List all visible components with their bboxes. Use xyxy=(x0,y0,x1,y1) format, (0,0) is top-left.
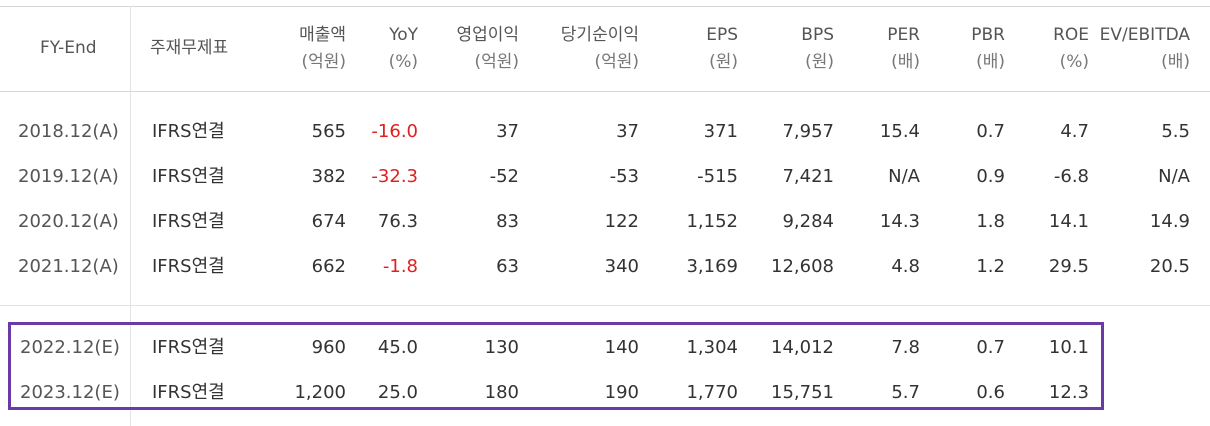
cell-fy-end: 2022.12(E) xyxy=(20,337,120,358)
cell-net-income: -53 xyxy=(609,166,639,187)
cell-pbr: 0.9 xyxy=(976,166,1005,187)
cell-ev-ebitda: 20.5 xyxy=(1149,256,1190,277)
cell-basis: IFRS연결 xyxy=(152,211,225,232)
header-operating-profit: 영업이익 (억원) xyxy=(456,25,519,72)
header-eps: EPS (원) xyxy=(706,25,738,72)
cell-bps: 14,012 xyxy=(771,337,834,358)
cell-pbr: 0.6 xyxy=(976,382,1005,403)
cell-operating-profit: 180 xyxy=(484,382,519,403)
table-row: 2023.12(E) IFRS연결 1,200 25.0 180 190 1,7… xyxy=(0,378,1210,408)
header-sales: 매출액 (억원) xyxy=(299,25,346,72)
cell-eps: 371 xyxy=(703,121,738,142)
cell-sales: 382 xyxy=(311,166,346,187)
cell-operating-profit: 130 xyxy=(484,337,519,358)
cell-yoy: 45.0 xyxy=(377,337,418,358)
header-net-income: 당기순이익 (억원) xyxy=(560,25,639,72)
cell-sales: 662 xyxy=(311,256,346,277)
cell-sales: 1,200 xyxy=(294,382,346,403)
cell-net-income: 190 xyxy=(604,382,639,403)
table-row: 2018.12(A) IFRS연결 565 -16.0 37 37 371 7,… xyxy=(0,117,1210,147)
first-column-separator xyxy=(130,6,131,426)
cell-yoy: 76.3 xyxy=(377,211,418,232)
header-bps: BPS (원) xyxy=(801,25,834,72)
cell-net-income: 340 xyxy=(604,256,639,277)
cell-fy-end: 2020.12(A) xyxy=(18,211,119,232)
cell-roe: 12.3 xyxy=(1048,382,1089,403)
header-roe: ROE (%) xyxy=(1053,25,1089,72)
estimate-highlight-box xyxy=(8,322,1104,410)
cell-eps: 1,770 xyxy=(686,382,738,403)
cell-net-income: 37 xyxy=(616,121,639,142)
cell-per: 15.4 xyxy=(879,121,920,142)
cell-pbr: 0.7 xyxy=(976,337,1005,358)
cell-yoy: 25.0 xyxy=(377,382,418,403)
cell-eps: 1,304 xyxy=(686,337,738,358)
cell-operating-profit: 83 xyxy=(496,211,519,232)
header-ev-ebitda: EV/EBITDA (배) xyxy=(1099,25,1190,72)
cell-ev-ebitda: N/A xyxy=(1158,166,1190,187)
table-row: 2021.12(A) IFRS연결 662 -1.8 63 340 3,169 … xyxy=(0,252,1210,282)
header-fy-end: FY-End xyxy=(40,38,97,58)
header-main-statement: 주재무제표 xyxy=(150,38,229,58)
cell-yoy: -32.3 xyxy=(371,166,418,187)
header-yoy: YoY (%) xyxy=(388,25,418,72)
cell-basis: IFRS연결 xyxy=(152,337,225,358)
cell-ev-ebitda: 14.9 xyxy=(1149,211,1190,232)
cell-operating-profit: -52 xyxy=(489,166,519,187)
cell-operating-profit: 63 xyxy=(496,256,519,277)
header-pbr: PBR (배) xyxy=(971,25,1005,72)
cell-roe: 10.1 xyxy=(1048,337,1089,358)
cell-eps: 3,169 xyxy=(686,256,738,277)
cell-fy-end: 2021.12(A) xyxy=(18,256,119,277)
cell-basis: IFRS연결 xyxy=(152,166,225,187)
cell-bps: 15,751 xyxy=(771,382,834,403)
header-bottom-border xyxy=(0,91,1210,92)
cell-per: 4.8 xyxy=(891,256,920,277)
cell-roe: 4.7 xyxy=(1060,121,1089,142)
cell-fy-end: 2023.12(E) xyxy=(20,382,120,403)
cell-pbr: 1.2 xyxy=(976,256,1005,277)
cell-per: 7.8 xyxy=(891,337,920,358)
table-row: 2022.12(E) IFRS연결 960 45.0 130 140 1,304… xyxy=(0,333,1210,363)
cell-eps: -515 xyxy=(697,166,738,187)
cell-roe: 29.5 xyxy=(1048,256,1089,277)
cell-roe: -6.8 xyxy=(1053,166,1089,187)
cell-eps: 1,152 xyxy=(686,211,738,232)
cell-fy-end: 2018.12(A) xyxy=(18,121,119,142)
cell-pbr: 1.8 xyxy=(976,211,1005,232)
table-top-border xyxy=(0,6,1210,7)
cell-yoy: -1.8 xyxy=(382,256,418,277)
actual-estimate-separator xyxy=(0,305,1210,306)
cell-net-income: 140 xyxy=(604,337,639,358)
table-row: 2019.12(A) IFRS연결 382 -32.3 -52 -53 -515… xyxy=(0,162,1210,192)
cell-per: 5.7 xyxy=(891,382,920,403)
cell-sales: 674 xyxy=(311,211,346,232)
cell-sales: 565 xyxy=(311,121,346,142)
cell-bps: 7,421 xyxy=(782,166,834,187)
cell-basis: IFRS연결 xyxy=(152,256,225,277)
cell-basis: IFRS연결 xyxy=(152,382,225,403)
cell-bps: 9,284 xyxy=(782,211,834,232)
cell-yoy: -16.0 xyxy=(371,121,418,142)
cell-operating-profit: 37 xyxy=(496,121,519,142)
cell-per: N/A xyxy=(888,166,920,187)
header-per: PER (배) xyxy=(887,25,920,72)
table-row: 2020.12(A) IFRS연결 674 76.3 83 122 1,152 … xyxy=(0,207,1210,237)
cell-sales: 960 xyxy=(311,337,346,358)
cell-bps: 7,957 xyxy=(782,121,834,142)
cell-fy-end: 2019.12(A) xyxy=(18,166,119,187)
cell-per: 14.3 xyxy=(879,211,920,232)
cell-net-income: 122 xyxy=(604,211,639,232)
cell-basis: IFRS연결 xyxy=(152,121,225,142)
cell-bps: 12,608 xyxy=(771,256,834,277)
cell-pbr: 0.7 xyxy=(976,121,1005,142)
cell-roe: 14.1 xyxy=(1048,211,1089,232)
cell-ev-ebitda: 5.5 xyxy=(1161,121,1190,142)
